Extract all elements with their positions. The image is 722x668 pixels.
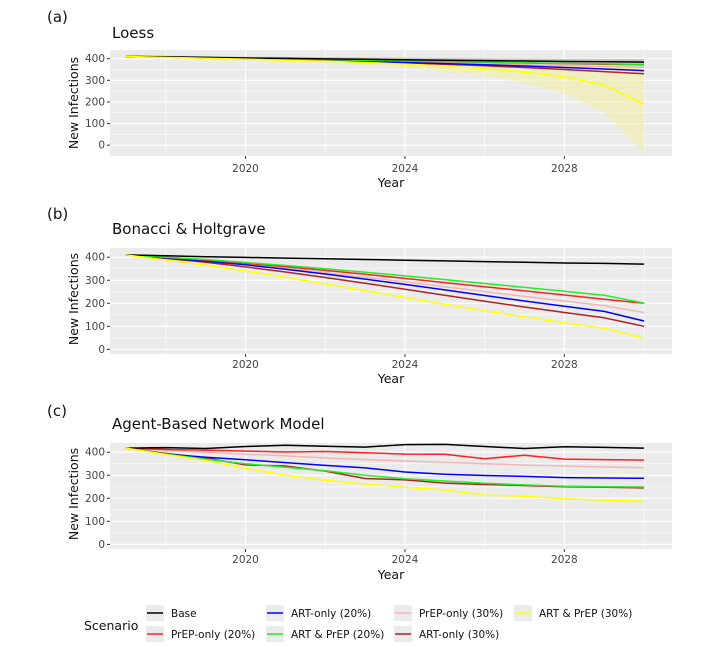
series-line-prep-only-30 xyxy=(125,447,645,469)
legend-item: ART-only (30%) xyxy=(394,626,499,642)
legend-label: ART & PrEP (30%) xyxy=(539,608,632,620)
panel-label: (a) xyxy=(47,8,68,26)
x-tick-label: 2024 xyxy=(392,554,419,566)
legend-item: PrEP-only (30%) xyxy=(394,605,503,621)
chart-title: Loess xyxy=(112,24,154,42)
chart-title: Agent-Based Network Model xyxy=(112,415,325,433)
x-tick-label: 2024 xyxy=(392,359,419,371)
x-tick-label: 2028 xyxy=(551,359,578,371)
series-line-art-only-20 xyxy=(125,447,645,480)
series-line-base xyxy=(125,55,645,63)
x-tick-label: 2028 xyxy=(551,554,578,566)
y-tick-label: 400 xyxy=(85,447,105,459)
legend-label: ART-only (30%) xyxy=(419,629,499,641)
y-tick-label: 100 xyxy=(85,516,105,528)
series-line-art-prep-30 xyxy=(125,447,645,502)
y-tick-label: 0 xyxy=(98,344,105,356)
y-tick-label: 0 xyxy=(98,140,105,152)
series-line-prep-only-20 xyxy=(125,447,645,461)
y-tick-label: 100 xyxy=(85,118,105,130)
x-tick-label: 2028 xyxy=(551,163,578,175)
panel-1: (a) Loess 0 100 200 300 400 2020 2024 2028 Year New… xyxy=(47,8,672,190)
x-tick-label: 2020 xyxy=(232,163,259,175)
panel-2: (b) Bonacci & Holtgrave 0 100 200 300 400 2020 2… xyxy=(47,205,672,386)
x-axis-title: Year xyxy=(377,175,405,190)
y-tick-label: 300 xyxy=(85,275,105,287)
legend-label: Base xyxy=(171,608,197,620)
x-axis-title: Year xyxy=(377,371,405,386)
legend-label: PrEP-only (20%) xyxy=(171,629,255,641)
legend-item: Base xyxy=(146,605,197,621)
x-axis-title: Year xyxy=(377,567,405,582)
y-tick-label: 200 xyxy=(85,96,105,108)
y-tick-label: 0 xyxy=(98,539,105,551)
legend-item: ART & PrEP (20%) xyxy=(266,626,384,642)
y-tick-label: 100 xyxy=(85,321,105,333)
legend-item: PrEP-only (20%) xyxy=(146,626,255,642)
y-tick-label: 200 xyxy=(85,298,105,310)
x-tick-label: 2020 xyxy=(232,359,259,371)
panel-3: (c) Agent-Based Network Model 0 100 200 300 40… xyxy=(47,402,672,582)
series-line-art-prep-20 xyxy=(125,254,645,304)
y-tick-label: 200 xyxy=(85,493,105,505)
y-axis-title: New Infections xyxy=(66,57,81,149)
legend-label: ART-only (20%) xyxy=(291,608,371,620)
series-line-art-prep-30 xyxy=(125,254,645,340)
series-line-base xyxy=(125,254,645,265)
y-axis-title: New Infections xyxy=(66,448,81,540)
legend-label: ART & PrEP (20%) xyxy=(291,629,384,641)
legend-item: ART-only (20%) xyxy=(266,605,371,621)
x-tick-label: 2024 xyxy=(392,163,419,175)
series-line-art-only-20 xyxy=(125,254,645,322)
legend-title: Scenario xyxy=(84,618,138,633)
confidence-band xyxy=(125,55,645,154)
legend: Scenario Base PrEP-only (20%) ART-only (20%… xyxy=(84,605,632,642)
y-axis-title: New Infections xyxy=(66,253,81,345)
y-tick-label: 400 xyxy=(85,252,105,264)
series-line-art-prep-20 xyxy=(125,447,645,488)
series-line-art-prep-30 xyxy=(125,55,645,105)
y-tick-label: 300 xyxy=(85,470,105,482)
series-line-art-only-30 xyxy=(125,254,645,328)
y-tick-label: 300 xyxy=(85,75,105,87)
panel-label: (c) xyxy=(47,402,67,420)
panel-label: (b) xyxy=(47,205,68,223)
series-line-base xyxy=(125,443,645,450)
x-tick-label: 2020 xyxy=(232,554,259,566)
chart-title: Bonacci & Holtgrave xyxy=(112,220,266,238)
legend-label: PrEP-only (30%) xyxy=(419,608,503,620)
y-tick-label: 400 xyxy=(85,53,105,65)
legend-item: ART & PrEP (30%) xyxy=(514,605,632,621)
